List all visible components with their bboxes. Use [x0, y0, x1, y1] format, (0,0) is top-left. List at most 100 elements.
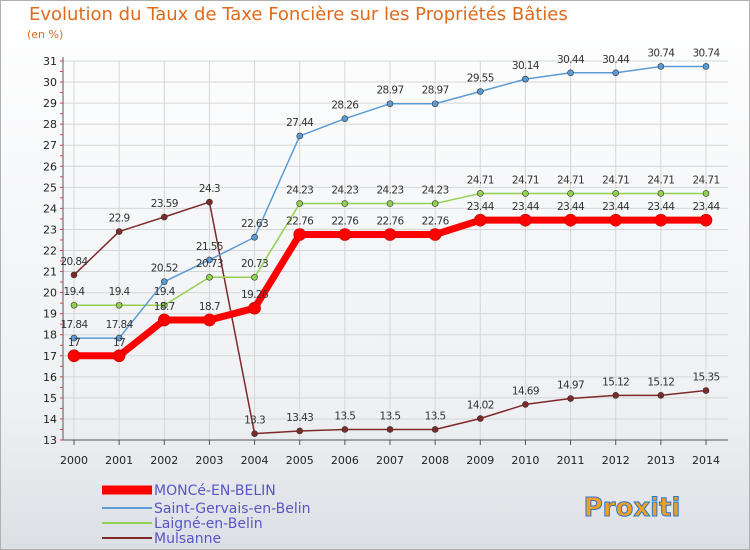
data-label: 18.7 — [154, 301, 175, 313]
data-point — [386, 100, 394, 108]
data-label: 21.55 — [196, 241, 223, 253]
data-label: 20.73 — [241, 258, 268, 270]
axes: 13 14 15 16 17 18 19 20 21 22 23 24 25 26 27 28 29 30 31 20… — [43, 55, 728, 467]
data-point — [612, 392, 620, 399]
y-tick-label: 19 — [43, 308, 57, 321]
y-tick-label: 26 — [43, 160, 57, 173]
data-point — [157, 313, 171, 327]
data-label: 23.59 — [151, 198, 178, 210]
data-point — [699, 213, 713, 227]
x-tick-label: 2004 — [241, 454, 269, 467]
value-labels: 17 17 18.7 18.7 19.26 22.76 22.76 22.76 22.76 23.… — [60, 47, 721, 427]
x-tick-label: 2000 — [60, 454, 88, 467]
data-label: 23.44 — [647, 201, 675, 213]
x-tick-label: 2007 — [376, 454, 404, 467]
x-tick-label: 2012 — [602, 454, 630, 467]
data-label: 18.7 — [199, 301, 220, 313]
y-tick-label: 28 — [43, 118, 57, 131]
data-label: 20.84 — [60, 256, 88, 268]
data-point — [115, 334, 123, 342]
data-point — [702, 190, 710, 197]
data-label: 30.74 — [647, 47, 675, 59]
data-point — [654, 213, 668, 227]
y-tick-label: 22 — [43, 245, 57, 258]
x-tick-label: 2011 — [557, 454, 585, 467]
legend-label: Saint-Gervais-en-Belin — [154, 501, 311, 517]
data-point — [70, 301, 78, 309]
data-label: 15.12 — [602, 376, 629, 388]
data-point — [251, 273, 258, 281]
data-point — [702, 63, 710, 70]
grid — [63, 60, 728, 441]
legend-label: MONCé-EN-BELIN — [154, 483, 276, 499]
data-label: 14.97 — [557, 380, 584, 392]
data-label: 28.26 — [331, 100, 359, 112]
data-point — [567, 69, 574, 77]
y-tick-label: 20 — [43, 287, 57, 300]
data-label: 15.12 — [647, 376, 674, 388]
data-label: 17.84 — [106, 319, 134, 331]
data-label: 20.52 — [151, 263, 178, 275]
data-label: 17 — [68, 337, 80, 349]
y-axis-unit: (en %) — [27, 28, 64, 41]
data-label: 30.14 — [512, 60, 540, 72]
data-label: 14.69 — [512, 385, 539, 397]
y-tick-label: 25 — [43, 181, 57, 194]
data-point — [293, 228, 307, 241]
data-point — [386, 426, 394, 433]
data-point — [341, 115, 349, 122]
data-label: 24.3 — [199, 183, 220, 195]
data-label: 19.4 — [154, 286, 176, 298]
x-tick-label: 2005 — [286, 454, 314, 467]
data-label: 22.76 — [376, 215, 404, 227]
data-label: 14.02 — [467, 400, 494, 412]
data-label: 23.44 — [467, 201, 495, 213]
data-point — [567, 395, 574, 402]
data-point — [115, 301, 123, 309]
data-label: 24.71 — [467, 174, 494, 186]
data-label: 27.44 — [286, 117, 314, 129]
data-label: 19.4 — [109, 286, 131, 298]
data-point — [160, 213, 168, 221]
data-point — [341, 200, 349, 207]
y-tick-label: 29 — [43, 97, 57, 110]
data-point — [476, 190, 484, 197]
data-label: 19.26 — [241, 289, 269, 301]
x-tick-label: 2006 — [331, 454, 359, 467]
data-point — [70, 271, 78, 279]
data-point — [70, 334, 78, 342]
data-label: 28.97 — [376, 85, 403, 97]
data-point — [564, 213, 577, 227]
x-tick-label: 2009 — [466, 454, 494, 467]
chart-title: Evolution du Taux de Taxe Foncière sur l… — [29, 4, 568, 25]
x-tick-label: 2010 — [511, 454, 539, 467]
data-label: 24.71 — [512, 174, 539, 186]
data-label: 22.76 — [331, 215, 359, 227]
data-label: 13.3 — [244, 415, 265, 427]
data-point — [251, 430, 258, 437]
data-label: 17 — [113, 337, 125, 349]
data-label: 24.23 — [286, 185, 313, 197]
x-tick-label: 2013 — [647, 454, 675, 467]
data-label: 23.44 — [692, 201, 720, 213]
data-label: 15.35 — [692, 372, 719, 384]
data-point — [522, 75, 529, 83]
data-point — [115, 228, 123, 235]
data-point — [251, 233, 258, 241]
data-point — [386, 200, 394, 207]
data-point — [296, 427, 304, 435]
data-label: 17.84 — [60, 319, 88, 331]
data-point — [609, 213, 623, 227]
data-label: 28.97 — [422, 85, 449, 97]
data-point — [476, 415, 484, 422]
x-tick-label: 2003 — [195, 454, 223, 467]
y-tick-label: 27 — [43, 139, 57, 152]
data-point — [206, 256, 213, 264]
x-tick-label: 2001 — [105, 454, 133, 467]
data-label: 24.71 — [557, 174, 584, 186]
legend-label: Mulsanne — [154, 531, 221, 547]
data-point — [206, 273, 213, 281]
data-label: 22.76 — [286, 215, 314, 227]
data-point — [67, 349, 81, 363]
